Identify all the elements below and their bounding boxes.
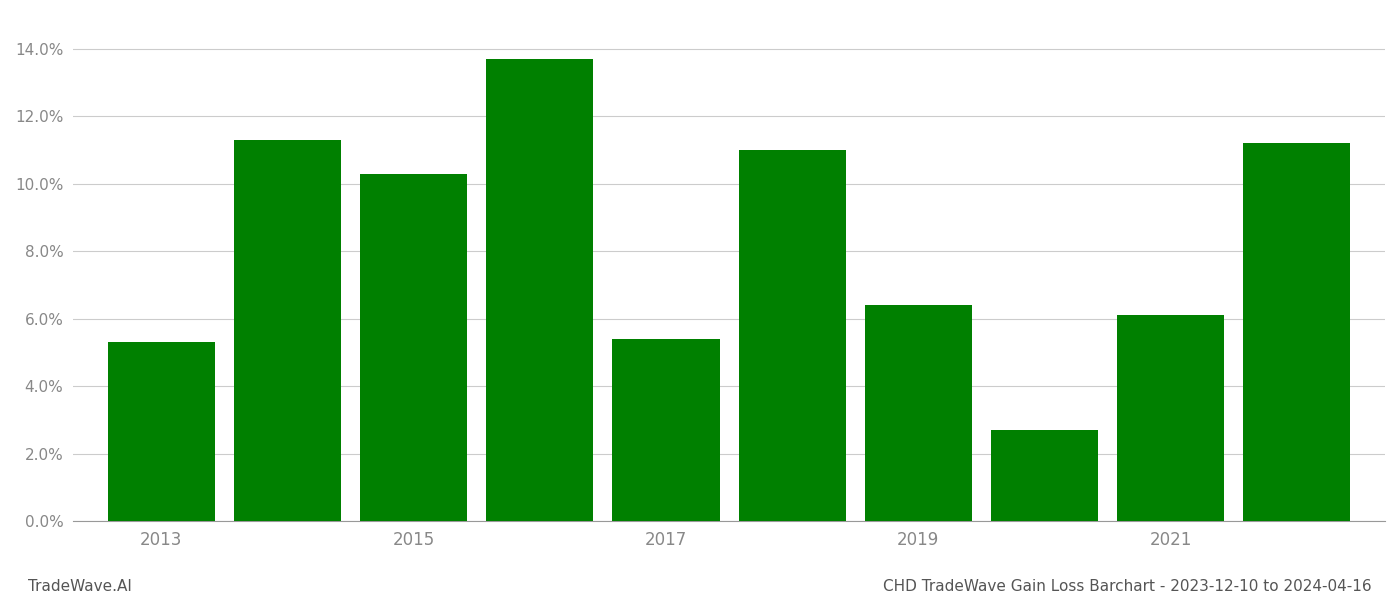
Bar bbox=[865, 305, 972, 521]
Bar bbox=[739, 150, 846, 521]
Bar bbox=[234, 140, 342, 521]
Text: TradeWave.AI: TradeWave.AI bbox=[28, 579, 132, 594]
Bar bbox=[108, 343, 216, 521]
Bar bbox=[486, 59, 594, 521]
Bar bbox=[612, 339, 720, 521]
Bar bbox=[991, 430, 1098, 521]
Bar bbox=[1243, 143, 1351, 521]
Text: CHD TradeWave Gain Loss Barchart - 2023-12-10 to 2024-04-16: CHD TradeWave Gain Loss Barchart - 2023-… bbox=[883, 579, 1372, 594]
Bar bbox=[1117, 316, 1224, 521]
Bar bbox=[360, 173, 468, 521]
